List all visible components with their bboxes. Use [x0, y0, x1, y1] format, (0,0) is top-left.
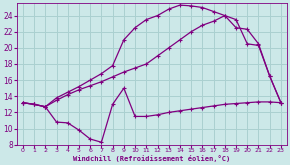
X-axis label: Windchill (Refroidissement éolien,°C): Windchill (Refroidissement éolien,°C) [73, 155, 231, 162]
